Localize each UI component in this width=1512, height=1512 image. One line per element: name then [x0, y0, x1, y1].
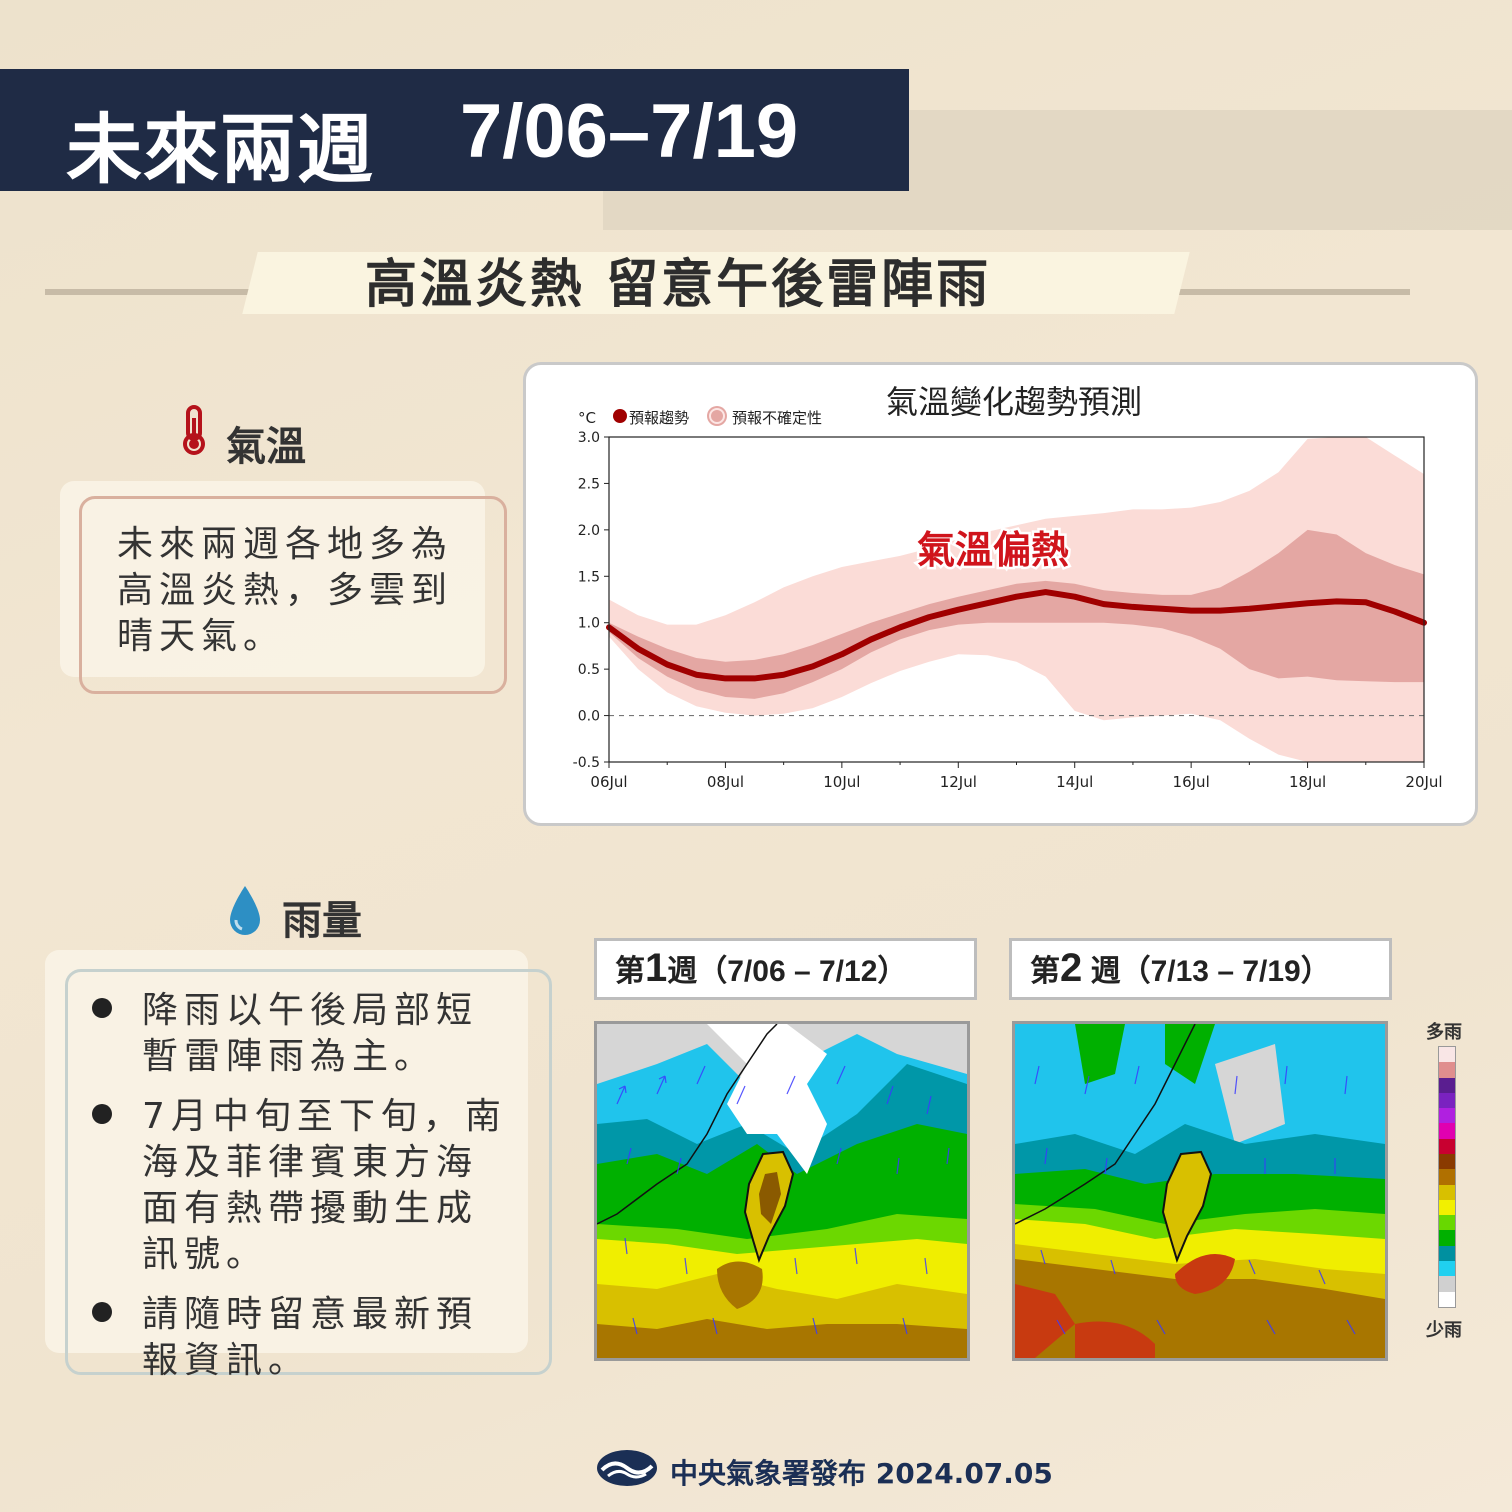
legend-swatch: [1439, 1230, 1455, 1246]
legend-swatch: [1439, 1108, 1455, 1124]
y-tick-label: 1.0: [578, 616, 600, 632]
y-tick-label: 1.5: [578, 569, 600, 585]
legend-trend-swatch: [613, 409, 627, 423]
temperature-description: 未來兩週各地多為高溫炎熱，多雲到晴天氣。: [117, 524, 454, 657]
legend-swatch: [1439, 1047, 1455, 1063]
y-tick-label: 2.0: [578, 523, 600, 539]
x-tick-label: 10Jul: [823, 773, 860, 791]
chart-unit-label: °C: [578, 409, 596, 427]
legend-swatch: [1439, 1199, 1455, 1216]
legend-bottom-label: 少雨: [1426, 1320, 1462, 1341]
water-drop-icon: [226, 884, 264, 938]
chart-title: 氣溫變化趨勢預測: [886, 383, 1142, 421]
legend-swatch: [1439, 1276, 1455, 1292]
legend-swatch: [1439, 1077, 1455, 1093]
week1-map-label: 第1週（7/06 – 7/12）: [594, 938, 977, 1000]
headline: 高溫炎熱 留意午後雷陣雨: [365, 255, 992, 315]
x-tick-label: 20Jul: [1405, 773, 1442, 791]
y-tick-label: 2.5: [578, 476, 600, 492]
list-item: 7月中旬至下旬，南海及菲律賓東方海面有熱帶擾動生成訊號。: [92, 1094, 522, 1278]
week2-rain-map: [1012, 1021, 1388, 1361]
x-tick-label: 12Jul: [940, 773, 977, 791]
week2-map-label: 第2 週（7/13 – 7/19）: [1009, 938, 1392, 1000]
page-date-range: 7/06–7/19: [460, 89, 799, 174]
temperature-chart: 氣溫變化趨勢預測 °C 預報趨勢 預報不確定性 3.0 2.5 2.0 1.5 1.0 0…: [573, 383, 1443, 791]
legend-trend-label: 預報趨勢: [629, 409, 689, 427]
y-tick-label: 0.5: [578, 662, 600, 678]
legend-swatch: [1439, 1260, 1455, 1277]
list-item: 降雨以午後局部短暫雷陣雨為主。: [92, 988, 522, 1080]
page-title: 未來兩週: [66, 105, 374, 194]
legend-swatch: [1439, 1092, 1455, 1109]
legend-swatch: [1439, 1123, 1455, 1139]
x-tick-label: 14Jul: [1056, 773, 1093, 791]
temperature-card-bg: [60, 481, 485, 677]
x-tick-label: 06Jul: [590, 773, 627, 791]
legend-swatch: [1439, 1184, 1455, 1200]
legend-swatch: [1439, 1062, 1455, 1078]
x-tick-label: 18Jul: [1289, 773, 1326, 791]
temperature-heading: 氣溫: [226, 424, 306, 470]
uncertainty-inner-band: [609, 529, 1424, 699]
chart-annotation: 氣溫偏熱: [917, 528, 1069, 572]
footer-text: 中央氣象署發布 2024.07.05: [670, 1457, 1053, 1490]
legend-uncertainty-label: 預報不確定性: [732, 409, 822, 427]
list-item: 請隨時留意最新預報資訊。: [92, 1292, 522, 1384]
temperature-card: [79, 496, 507, 694]
cwa-logo-icon: [596, 1448, 658, 1488]
x-tick-label: 16Jul: [1173, 773, 1210, 791]
y-tick-label: -0.5: [573, 755, 600, 771]
legend-swatch: [1439, 1138, 1455, 1154]
rain-legend-bar: [1438, 1046, 1456, 1308]
week1-rain-map: [594, 1021, 970, 1361]
temperature-chart-panel: 氣溫變化趨勢預測 °C 預報趨勢 預報不確定性 3.0 2.5 2.0 1.5 1.0 0…: [523, 362, 1478, 826]
legend-top-label: 多雨: [1426, 1022, 1462, 1043]
rain-bullet-list: 降雨以午後局部短暫雷陣雨為主。 7月中旬至下旬，南海及菲律賓東方海面有熱帶擾動生…: [92, 988, 522, 1384]
trend-line: [606, 589, 1427, 682]
legend-swatch: [1439, 1153, 1455, 1170]
y-tick-label: 3.0: [578, 430, 600, 446]
rain-heading: 雨量: [282, 898, 362, 944]
y-tick-label: 0.0: [578, 709, 600, 725]
header-banner: [0, 69, 909, 191]
rain-card-bg: [45, 950, 528, 1353]
thermometer-icon: [174, 404, 214, 456]
legend-swatch: [1439, 1291, 1455, 1307]
legend-swatch: [1439, 1215, 1455, 1231]
rain-card: [65, 969, 552, 1375]
legend-swatch: [1439, 1245, 1455, 1261]
legend-swatch: [1439, 1169, 1455, 1185]
x-tick-label: 08Jul: [707, 773, 744, 791]
